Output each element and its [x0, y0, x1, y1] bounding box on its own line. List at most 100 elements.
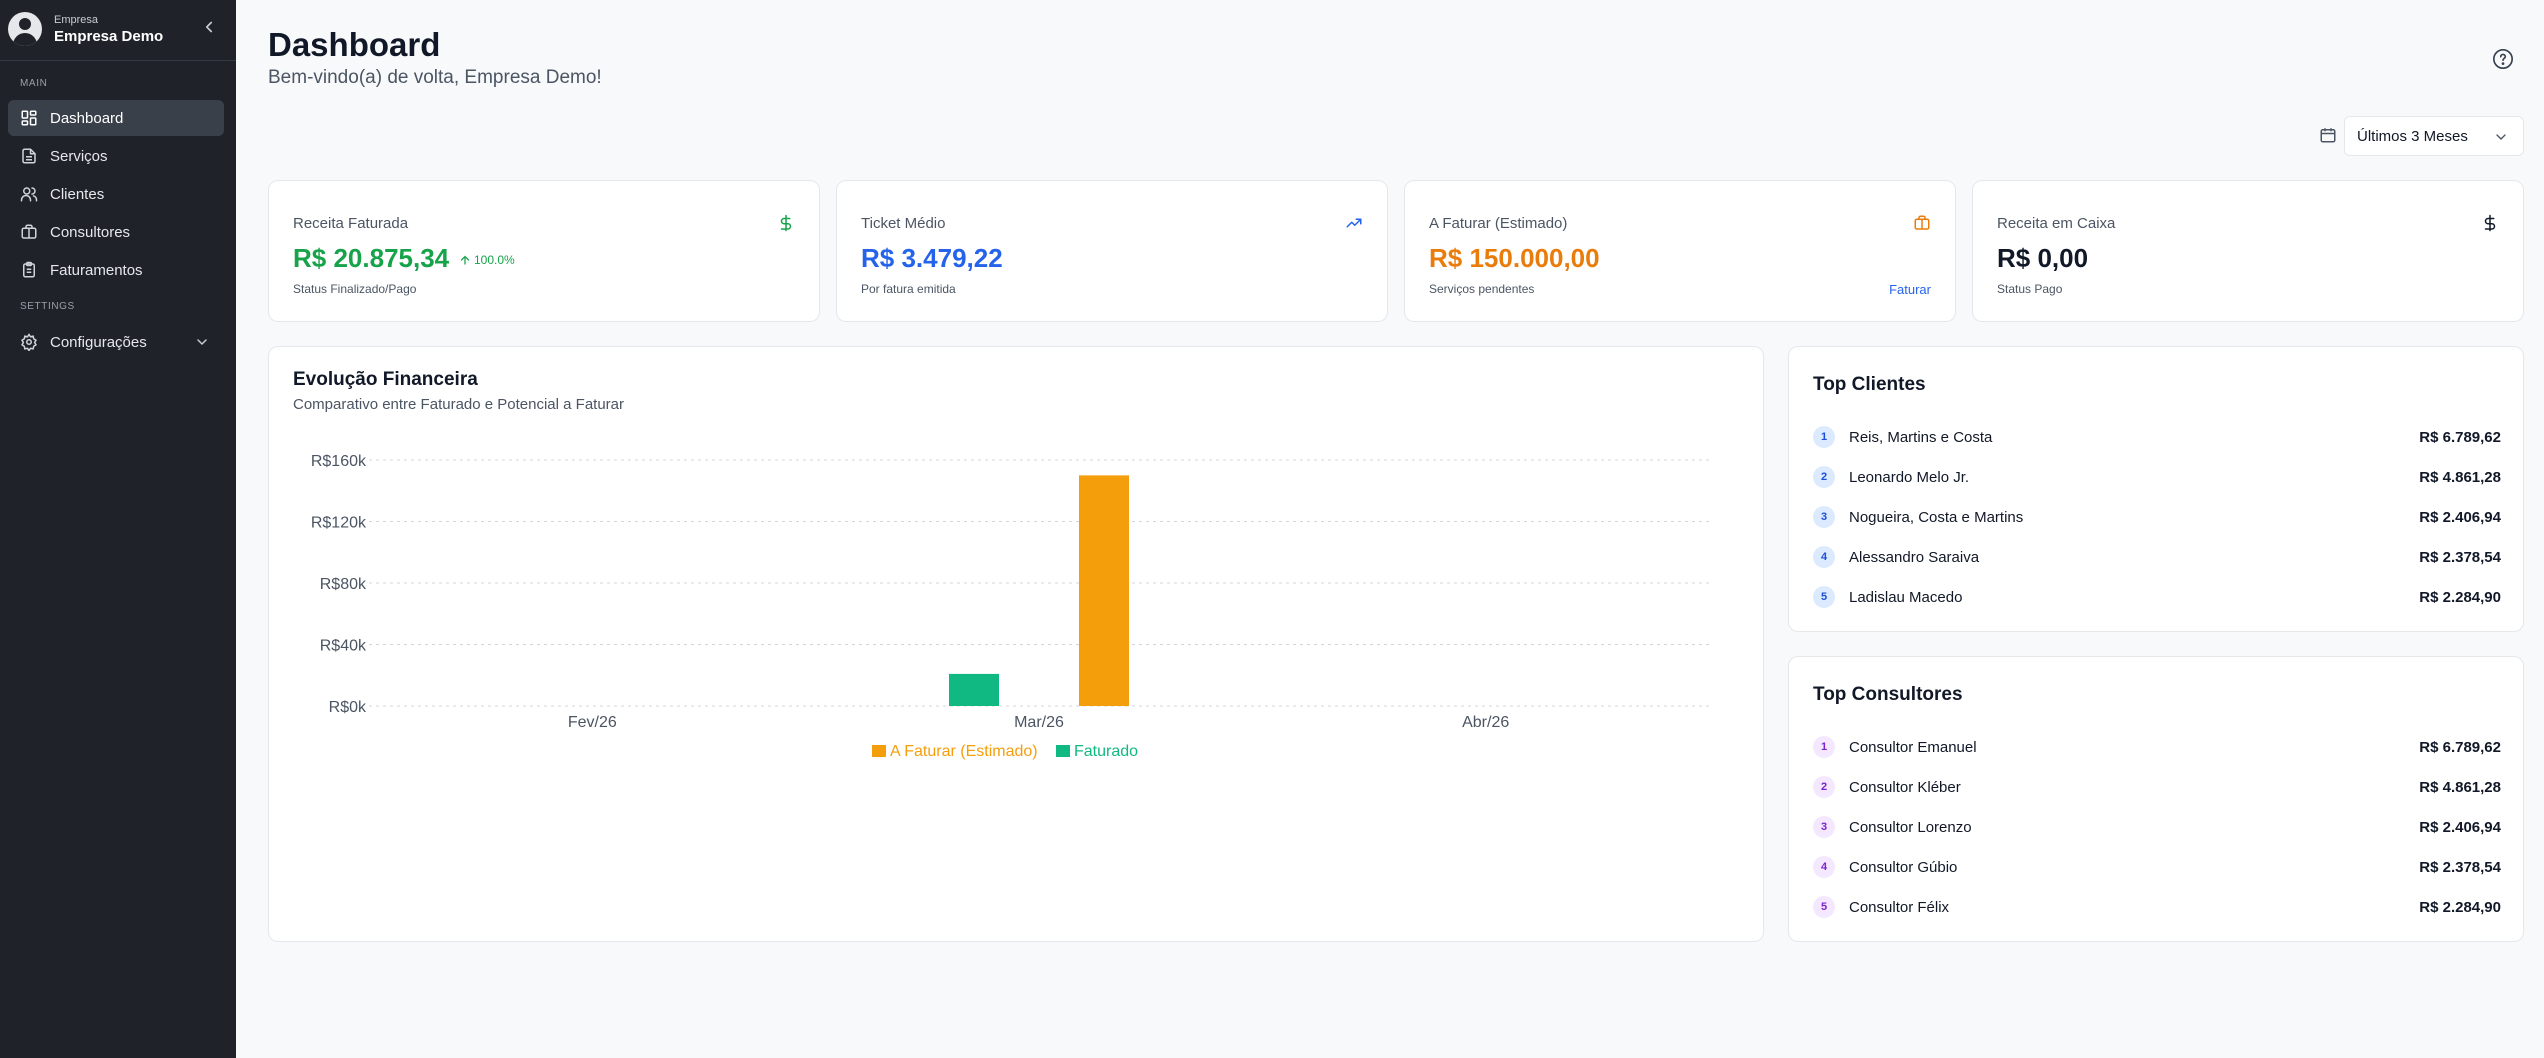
kpi-footer: Status Finalizado/Pago: [293, 282, 417, 296]
financial-chart-card: Evolução Financeira Comparativo entre Fa…: [268, 346, 1764, 942]
x-tick-label: Mar/26: [1014, 714, 1064, 731]
chevron-down-icon: [2496, 134, 2506, 140]
trending-up-icon: [1346, 218, 1362, 228]
kpi-label: Receita Faturada: [293, 215, 409, 232]
consultor-row: 1 Consultor Emanuel R$ 6.789,62: [1813, 735, 2501, 759]
y-tick-label: R$0k: [329, 699, 367, 716]
sidebar-item-label: Faturamentos: [50, 261, 143, 279]
consultor-value: R$ 4.861,28: [2419, 778, 2501, 796]
company-name: Empresa Demo: [54, 27, 164, 45]
page-subtitle: Bem-vindo(a) de volta, Empresa Demo!: [268, 67, 602, 88]
cliente-row: 5 Ladislau Macedo R$ 2.284,90: [1813, 585, 2501, 609]
clipboard-icon: [23, 261, 35, 278]
kpi-delta: 100.0%: [459, 253, 515, 267]
legend-label: Faturado: [1074, 743, 1138, 760]
consultor-name: Consultor Emanuel: [1849, 738, 1977, 756]
rank-badge: 5: [1813, 896, 1835, 918]
kpi-value: R$ 0,00: [1997, 243, 2089, 273]
sidebar-item-faturamentos[interactable]: Faturamentos: [8, 252, 224, 288]
cliente-row: 3 Nogueira, Costa e Martins R$ 2.406,94: [1813, 505, 2501, 529]
consultor-row: 4 Consultor Gúbio R$ 2.378,54: [1813, 855, 2501, 879]
section-settings-label: SETTINGS: [20, 301, 75, 312]
kpi-label: Ticket Médio: [861, 215, 946, 232]
rank-badge: 3: [1813, 506, 1835, 528]
kpi-footer: Serviços pendentes: [1429, 282, 1535, 296]
consultor-row: 3 Consultor Lorenzo R$ 2.406,94: [1813, 815, 2501, 839]
consultor-value: R$ 2.284,90: [2419, 898, 2501, 916]
y-tick-label: R$120k: [311, 515, 367, 532]
kpi-value: R$ 150.000,00: [1429, 243, 1600, 273]
briefcase-icon: [1914, 215, 1930, 230]
calendar-icon: [2320, 128, 2336, 143]
cliente-name: Ladislau Macedo: [1849, 588, 1963, 606]
sidebar-item-clientes[interactable]: Clientes: [8, 176, 224, 212]
bar-0-1: [949, 673, 999, 706]
sidebar-item-label: Serviços: [50, 147, 108, 165]
sidebar-item-servicos[interactable]: Serviços: [8, 138, 224, 174]
sidebar: Empresa Empresa Demo MAIN Dashboard Serv…: [0, 0, 236, 1058]
legend-label: A Faturar (Estimado): [890, 743, 1038, 760]
consultor-value: R$ 2.378,54: [2419, 858, 2501, 876]
top-clientes-title: Top Clientes: [1813, 374, 1926, 395]
consultor-name: Consultor Gúbio: [1849, 858, 1958, 876]
cliente-value: R$ 2.406,94: [2419, 508, 2501, 526]
rank-badge: 4: [1813, 546, 1835, 568]
legend-swatch: [1056, 745, 1070, 757]
collapse-sidebar-icon[interactable]: [200, 18, 218, 36]
sidebar-item-consultores[interactable]: Consultores: [8, 214, 224, 250]
cliente-value: R$ 6.789,62: [2419, 428, 2501, 446]
x-tick-label: Fev/26: [568, 714, 617, 731]
document-icon: [22, 148, 36, 164]
avatar: [8, 12, 42, 46]
cliente-value: R$ 4.861,28: [2419, 468, 2501, 486]
kpi-card-a-faturar: A Faturar (Estimado) R$ 150.000,00 Servi…: [1404, 180, 1956, 322]
kpi-card-receita-caixa: Receita em Caixa R$ 0,00 Status Pago: [1972, 180, 2524, 322]
sidebar-item-label: Configurações: [50, 333, 147, 351]
cliente-value: R$ 2.284,90: [2419, 588, 2501, 606]
cliente-row: 2 Leonardo Melo Jr. R$ 4.861,28: [1813, 465, 2501, 489]
financial-chart: R$0k R$40k R$80k R$120k R$160k Fev/26 Mar/26 Ab…: [311, 453, 1709, 760]
company-switcher[interactable]: Empresa Empresa Demo: [8, 8, 228, 50]
dollar-icon: [2484, 214, 2496, 232]
dollar-icon: [780, 214, 792, 232]
period-select[interactable]: Últimos 3 Meses: [2344, 116, 2524, 156]
rank-badge: 1: [1813, 426, 1835, 448]
y-tick-label: R$160k: [311, 453, 367, 470]
cliente-row: 4 Alessandro Saraiva R$ 2.378,54: [1813, 545, 2501, 569]
consultor-name: Consultor Lorenzo: [1849, 818, 1972, 836]
sidebar-item-label: Consultores: [50, 223, 131, 241]
y-tick-label: R$80k: [320, 576, 367, 593]
help-icon[interactable]: [2492, 48, 2514, 70]
cliente-name: Reis, Martins e Costa: [1849, 428, 1993, 446]
section-main-label: MAIN: [20, 78, 48, 89]
sidebar-divider: [0, 60, 236, 61]
sidebar-item-dashboard[interactable]: Dashboard: [8, 100, 224, 136]
kpi-label: A Faturar (Estimado): [1429, 215, 1568, 232]
kpi-label: Receita em Caixa: [1997, 215, 2116, 232]
rank-badge: 2: [1813, 776, 1835, 798]
company-label: Empresa: [54, 13, 99, 26]
rank-badge: 2: [1813, 466, 1835, 488]
top-clientes-card: Top Clientes 1 Reis, Martins e Costa R$ 6.…: [1788, 346, 2524, 632]
cliente-row: 1 Reis, Martins e Costa R$ 6.789,62: [1813, 425, 2501, 449]
period-select-value: Últimos 3 Meses: [2357, 127, 2468, 145]
faturar-link[interactable]: Faturar: [1889, 282, 1931, 297]
kpi-value: R$ 20.875,34: [293, 243, 450, 273]
arrow-up-icon: [460, 255, 470, 265]
rank-badge: 5: [1813, 586, 1835, 608]
legend-swatch: [872, 745, 886, 757]
sidebar-item-configuracoes[interactable]: Configurações: [8, 324, 224, 360]
sidebar-item-label: Dashboard: [50, 109, 124, 127]
y-tick-label: R$40k: [320, 638, 367, 655]
consultor-row: 5 Consultor Félix R$ 2.284,90: [1813, 895, 2501, 919]
page-title: Dashboard: [268, 26, 441, 63]
cliente-value: R$ 2.378,54: [2419, 548, 2501, 566]
sidebar-item-label: Clientes: [50, 185, 105, 203]
consultor-value: R$ 6.789,62: [2419, 738, 2501, 756]
briefcase-icon: [21, 224, 37, 239]
cliente-name: Nogueira, Costa e Martins: [1849, 508, 2024, 526]
kpi-footer: Por fatura emitida: [861, 282, 956, 296]
chevron-down-icon: [197, 339, 207, 346]
kpi-footer: Status Pago: [1997, 282, 2063, 296]
top-consultores-card: Top Consultores 1 Consultor Emanuel R$ 6.7…: [1788, 656, 2524, 942]
